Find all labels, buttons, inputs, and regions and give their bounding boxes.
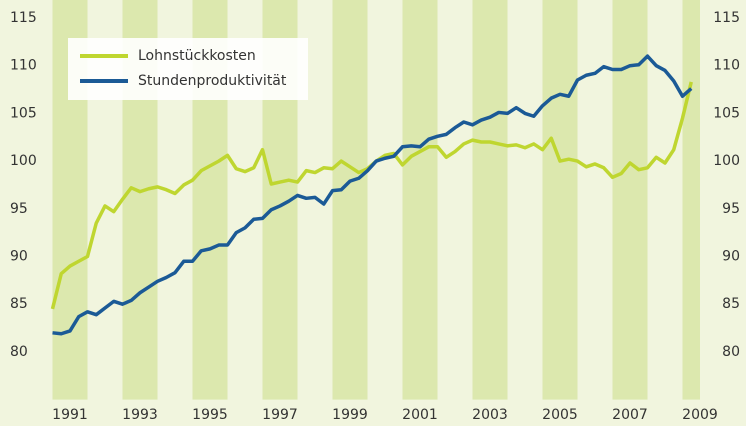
x-tick-label: 2007 [612, 407, 648, 423]
y-tick-label: 115 [10, 10, 37, 26]
x-tick-label: 2009 [682, 407, 718, 423]
x-tick-label: 2005 [542, 407, 578, 423]
year-stripe [472, 0, 508, 400]
x-tick-label: 2001 [402, 407, 438, 423]
y-tick-label: 100 [10, 153, 37, 169]
y2-tick-label: 85 [722, 296, 740, 312]
year-stripe [402, 0, 438, 400]
x-tick-label: 1997 [262, 407, 298, 423]
series-line [52, 54, 693, 336]
x-tick-label: 1995 [192, 407, 228, 423]
legend-label: Lohnstückkosten [138, 48, 256, 64]
x-tick-label: 1999 [332, 407, 368, 423]
legend-box [68, 38, 308, 100]
year-stripe [332, 0, 368, 400]
x-tick-label: 1991 [52, 407, 88, 423]
y2-tick-label: 100 [713, 153, 740, 169]
legend-label: Stundenproduktivität [138, 73, 287, 89]
y2-tick-label: 105 [713, 105, 740, 121]
x-tick-label: 2003 [472, 407, 508, 423]
y2-tick-label: 115 [713, 10, 740, 26]
y-tick-label: 85 [10, 296, 28, 312]
year-stripe [682, 0, 700, 400]
y-tick-label: 80 [10, 344, 28, 360]
y-tick-label: 90 [10, 249, 28, 265]
year-stripe [542, 0, 578, 400]
y2-tick-label: 95 [722, 201, 740, 217]
y-tick-label: 105 [10, 105, 37, 121]
x-tick-label: 1993 [122, 407, 158, 423]
y2-tick-label: 110 [713, 58, 740, 74]
y2-tick-label: 80 [722, 344, 740, 360]
y2-tick-label: 90 [722, 249, 740, 265]
y-tick-label: 110 [10, 58, 37, 74]
y-tick-label: 95 [10, 201, 28, 217]
